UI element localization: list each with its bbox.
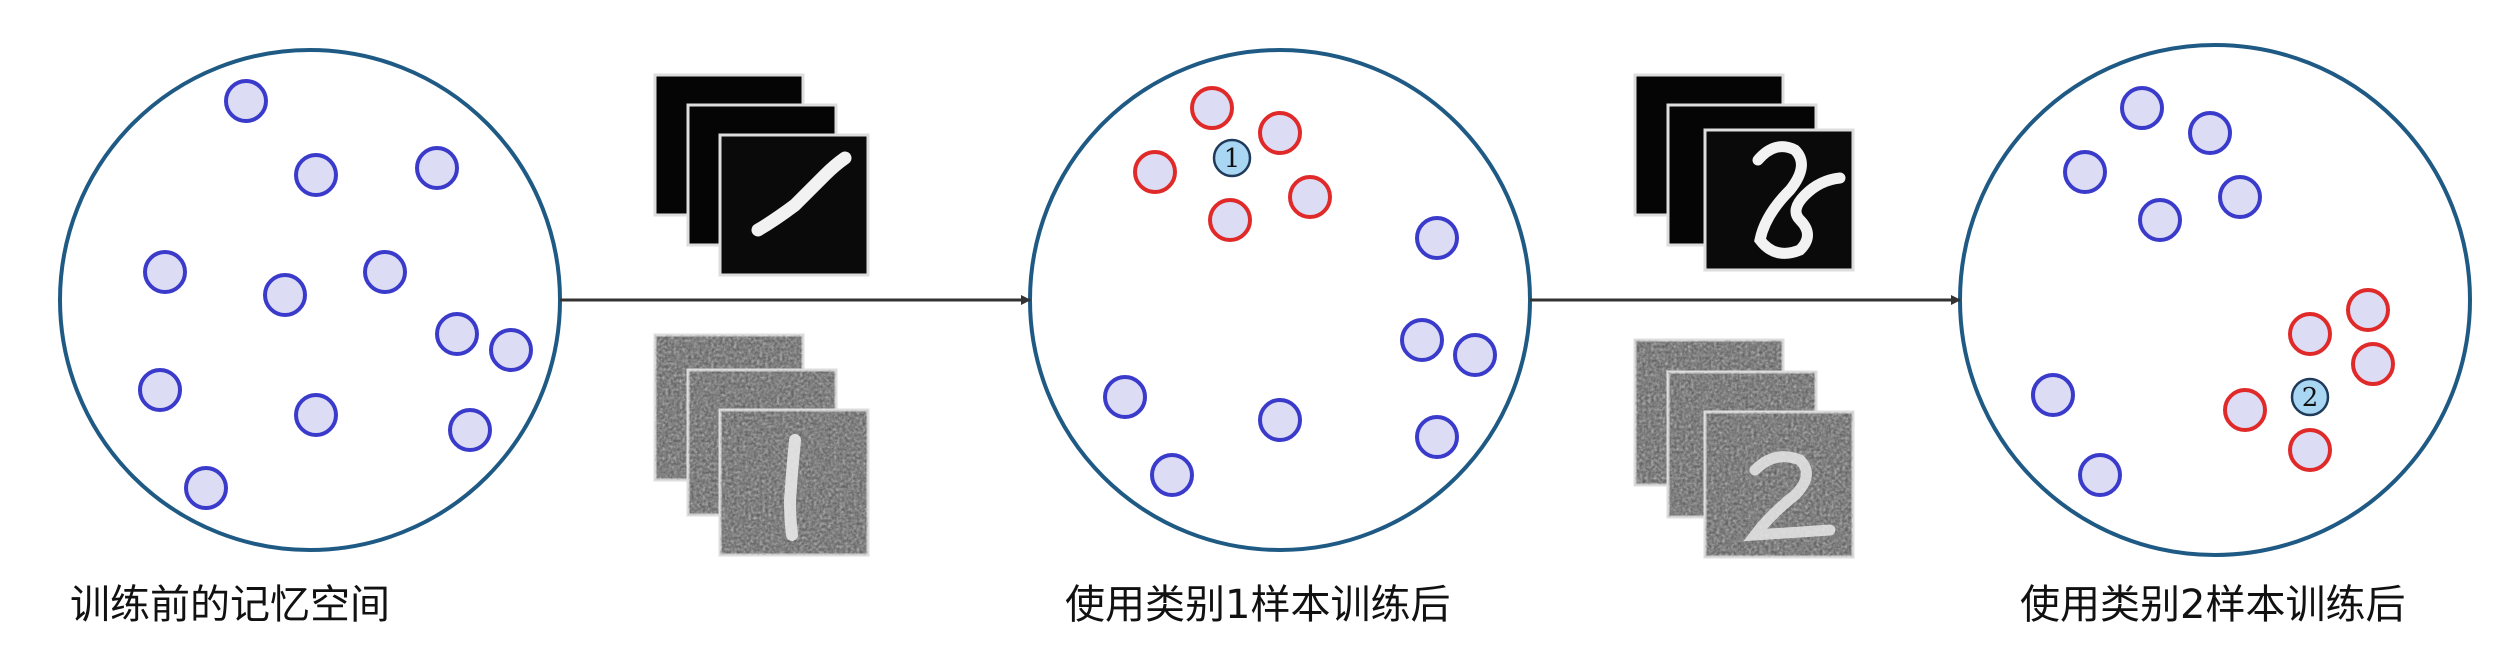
memory-item [2120,86,2164,130]
memory-item [2218,175,2262,219]
memory-item-class2 [2223,388,2267,432]
memory-items-before [138,79,533,510]
memory-item [2031,373,2075,417]
memory-item [2078,453,2122,497]
class1-noisy-sample-stack [653,333,870,557]
memory-item [1103,375,1147,419]
memory-items-after-class2 [2031,86,2395,497]
memory-item [224,79,268,123]
class2-marker: 2 [2290,377,2330,417]
memory-item [1453,333,1497,377]
digit-one-stroke [751,151,852,237]
memory-item-class2 [2288,428,2332,472]
memory-item [184,466,228,510]
memory-space-before [58,48,562,552]
memory-item [1415,216,1459,260]
memory-item [1400,318,1444,362]
memory-item [448,408,492,452]
memory-items-after-class1 [1103,86,1497,497]
memory-item-class1 [1258,111,1302,155]
memory-item-class1 [1133,150,1177,194]
caption-after-class2-training: 使用类别2样本训练后 [2020,582,2406,628]
memory-item [2063,150,2107,194]
memory-item-class1 [1288,175,1332,219]
memory-item-class2 [2288,312,2332,356]
memory-item [1150,453,1194,497]
noisy-digit-one-stroke [783,434,801,541]
memory-item-class1 [1190,86,1234,130]
memory-item [363,250,407,294]
memory-item [415,146,459,190]
memory-item [1258,398,1302,442]
class1-clean-sample-stack [653,73,870,277]
memory-item [435,312,479,356]
class2-marker-label: 2 [2302,383,2319,413]
class1-marker: 1 [1212,138,1252,178]
caption-before-training: 训练前的记忆空间 [70,582,390,628]
memory-item [294,393,338,437]
memory-item [2188,111,2232,155]
noisy-digit-two-stroke [1743,451,1836,542]
class2-clean-sample-stack [1633,73,1855,272]
memory-item [2138,198,2182,242]
memory-item [263,273,307,317]
memory-item [294,153,338,197]
memory-item-class2 [2351,342,2395,386]
memory-item [1415,415,1459,459]
class1-marker-label: 1 [1224,144,1241,174]
digit-two-stroke [1752,141,1846,259]
class2-noisy-sample-stack [1633,338,1855,559]
memory-item [138,368,182,412]
memory-item-class2 [2346,288,2390,332]
memory-item [143,250,187,294]
memory-item [489,328,533,372]
caption-after-class1-training: 使用类别1样本训练后 [1065,582,1451,628]
memory-item-class1 [1208,198,1252,242]
